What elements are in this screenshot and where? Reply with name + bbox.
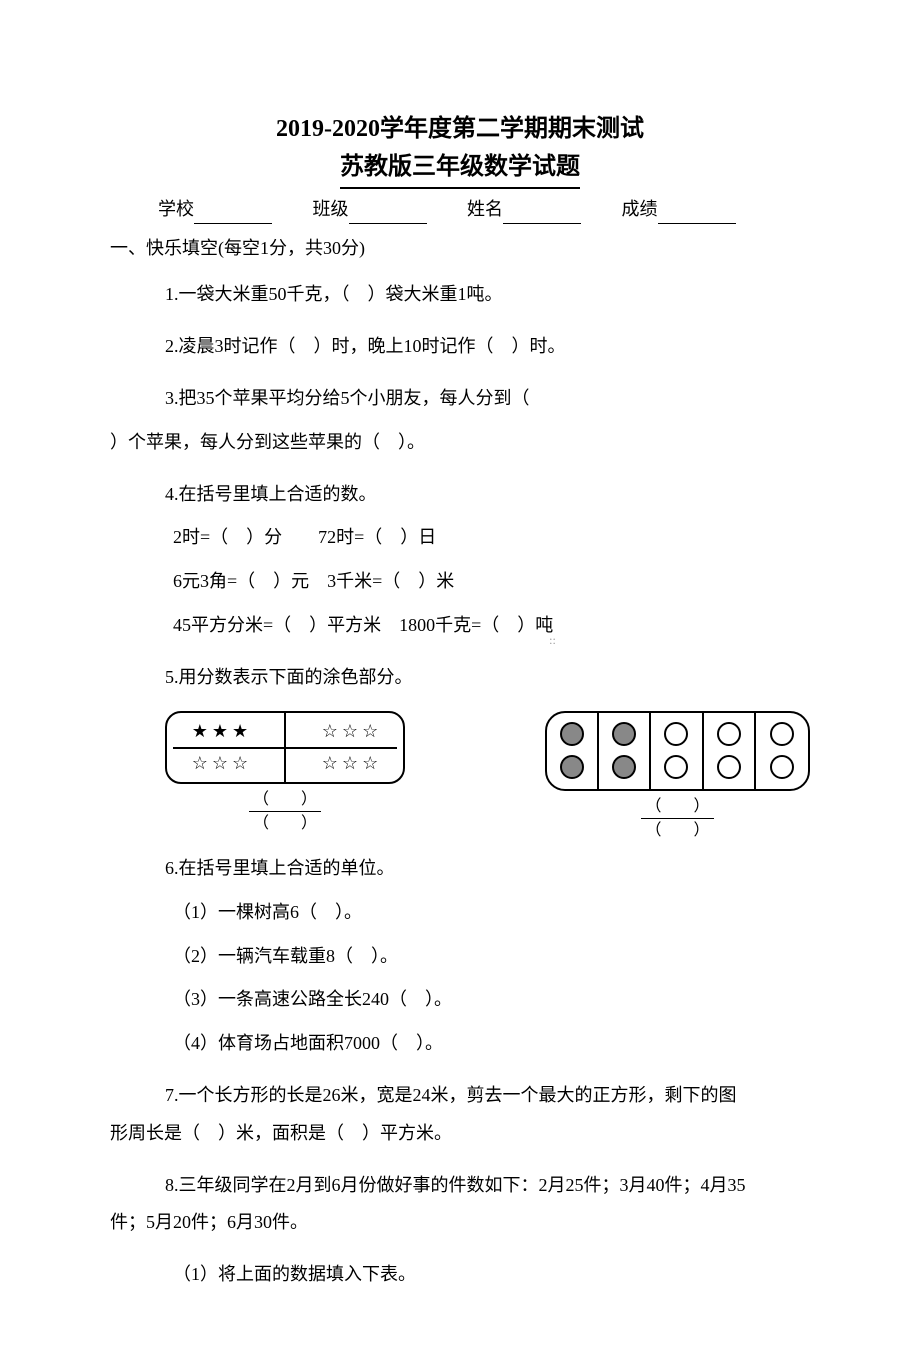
q4-header: 4.在括号里填上合适的数。 [110, 476, 810, 514]
star-empty-icon: ☆ [362, 749, 378, 778]
star-filled-icon: ★ [212, 717, 228, 746]
star-diagram: ★ ★ ★ ☆ ☆ ☆ ☆ ☆ ☆ ☆ [165, 711, 405, 840]
q5: 5.用分数表示下面的涂色部分。 [110, 659, 810, 697]
star-empty-icon: ☆ [322, 749, 338, 778]
subtitle-wrapper: 苏教版三年级数学试题 [110, 148, 810, 188]
school-label: 学校 [158, 199, 194, 219]
q7-line1: 7.一个长方形的长是26米，宽是24米，剪去一个最大的正方形，剩下的图 [110, 1077, 810, 1115]
star-filled-icon: ★ [192, 717, 208, 746]
star-empty-icon: ☆ [232, 749, 248, 778]
circle-filled-icon [560, 722, 584, 746]
class-blank [349, 223, 427, 224]
q8-sub1: （1）将上面的数据填入下表。 [110, 1256, 810, 1294]
star-empty-icon: ☆ [192, 749, 208, 778]
q4-line2: 6元3角=（ ）元 3千米=（ ）米 [110, 563, 810, 601]
q4-line1: 2时=（ ）分 72时=（ ）日 [110, 519, 810, 557]
name-blank [503, 223, 581, 224]
fraction-denominator: （ ） [249, 812, 321, 833]
q8-line2: 件；5月20件；6月30件。 [110, 1204, 810, 1242]
q3-line2: ）个苹果，每人分到这些苹果的（ ）。 [110, 424, 810, 462]
circle-empty-icon [770, 722, 794, 746]
star-empty-icon: ☆ [362, 717, 378, 746]
fraction-numerator: （ ） [249, 790, 321, 812]
q6-4: （4）体育场占地面积7000（ ）。 [110, 1025, 810, 1063]
circle-diagram: :: （ ） （ ） [545, 711, 810, 840]
fraction-1: （ ） （ ） [249, 790, 321, 833]
grade-blank [658, 223, 736, 224]
circle-empty-icon [664, 755, 688, 779]
section-1-header: 一、快乐填空(每空1分，共30分) [110, 234, 810, 263]
circle-empty-icon [664, 722, 688, 746]
grade-label: 成绩 [622, 199, 658, 219]
star-empty-icon: ☆ [342, 749, 358, 778]
star-empty-icon: ☆ [212, 749, 228, 778]
diagrams: ★ ★ ★ ☆ ☆ ☆ ☆ ☆ ☆ ☆ [110, 711, 810, 840]
star-empty-icon: ☆ [322, 717, 338, 746]
circle-filled-icon [560, 755, 584, 779]
fraction-denominator: （ ） [641, 819, 713, 840]
q4-line3: 45平方分米=（ ）平方米 1800千克=（ ）吨 [110, 607, 810, 645]
circle-filled-icon [612, 722, 636, 746]
q6-3: （3）一条高速公路全长240（ ）。 [110, 981, 810, 1019]
q1: 1.一袋大米重50千克，（ ）袋大米重1吨。 [110, 276, 810, 314]
class-label: 班级 [313, 199, 349, 219]
star-filled-icon: ★ [232, 717, 248, 746]
name-label: 姓名 [467, 199, 503, 219]
school-blank [194, 223, 272, 224]
info-line: 学校 班级 姓名 成绩 [110, 195, 810, 224]
star-empty-icon: ☆ [342, 717, 358, 746]
circle-empty-icon [717, 722, 741, 746]
circle-empty-icon [717, 755, 741, 779]
ellipsis-icon: :: [549, 631, 556, 650]
circle-empty-icon [770, 755, 794, 779]
title: 2019-2020学年度第二学期期末测试 [110, 110, 810, 148]
q6-1: （1）一棵树高6（ ）。 [110, 894, 810, 932]
circle-filled-icon [612, 755, 636, 779]
q6-2: （2）一辆汽车载重8（ ）。 [110, 938, 810, 976]
q6-header: 6.在括号里填上合适的单位。 [110, 850, 810, 888]
circle-grid [545, 711, 810, 791]
fraction-2: （ ） （ ） [641, 797, 713, 840]
q7-line2: 形周长是（ ）米，面积是（ ）平方米。 [110, 1115, 810, 1153]
q8-line1: 8.三年级同学在2月到6月份做好事的件数如下：2月25件；3月40件；4月35 [110, 1167, 810, 1205]
subtitle: 苏教版三年级数学试题 [340, 148, 580, 188]
q3-line1: 3.把35个苹果平均分给5个小朋友，每人分到（ [110, 380, 810, 418]
q2: 2.凌晨3时记作（ ）时，晚上10时记作（ ）时。 [110, 328, 810, 366]
fraction-numerator: （ ） [641, 797, 713, 819]
star-grid: ★ ★ ★ ☆ ☆ ☆ ☆ ☆ ☆ ☆ [165, 711, 405, 785]
